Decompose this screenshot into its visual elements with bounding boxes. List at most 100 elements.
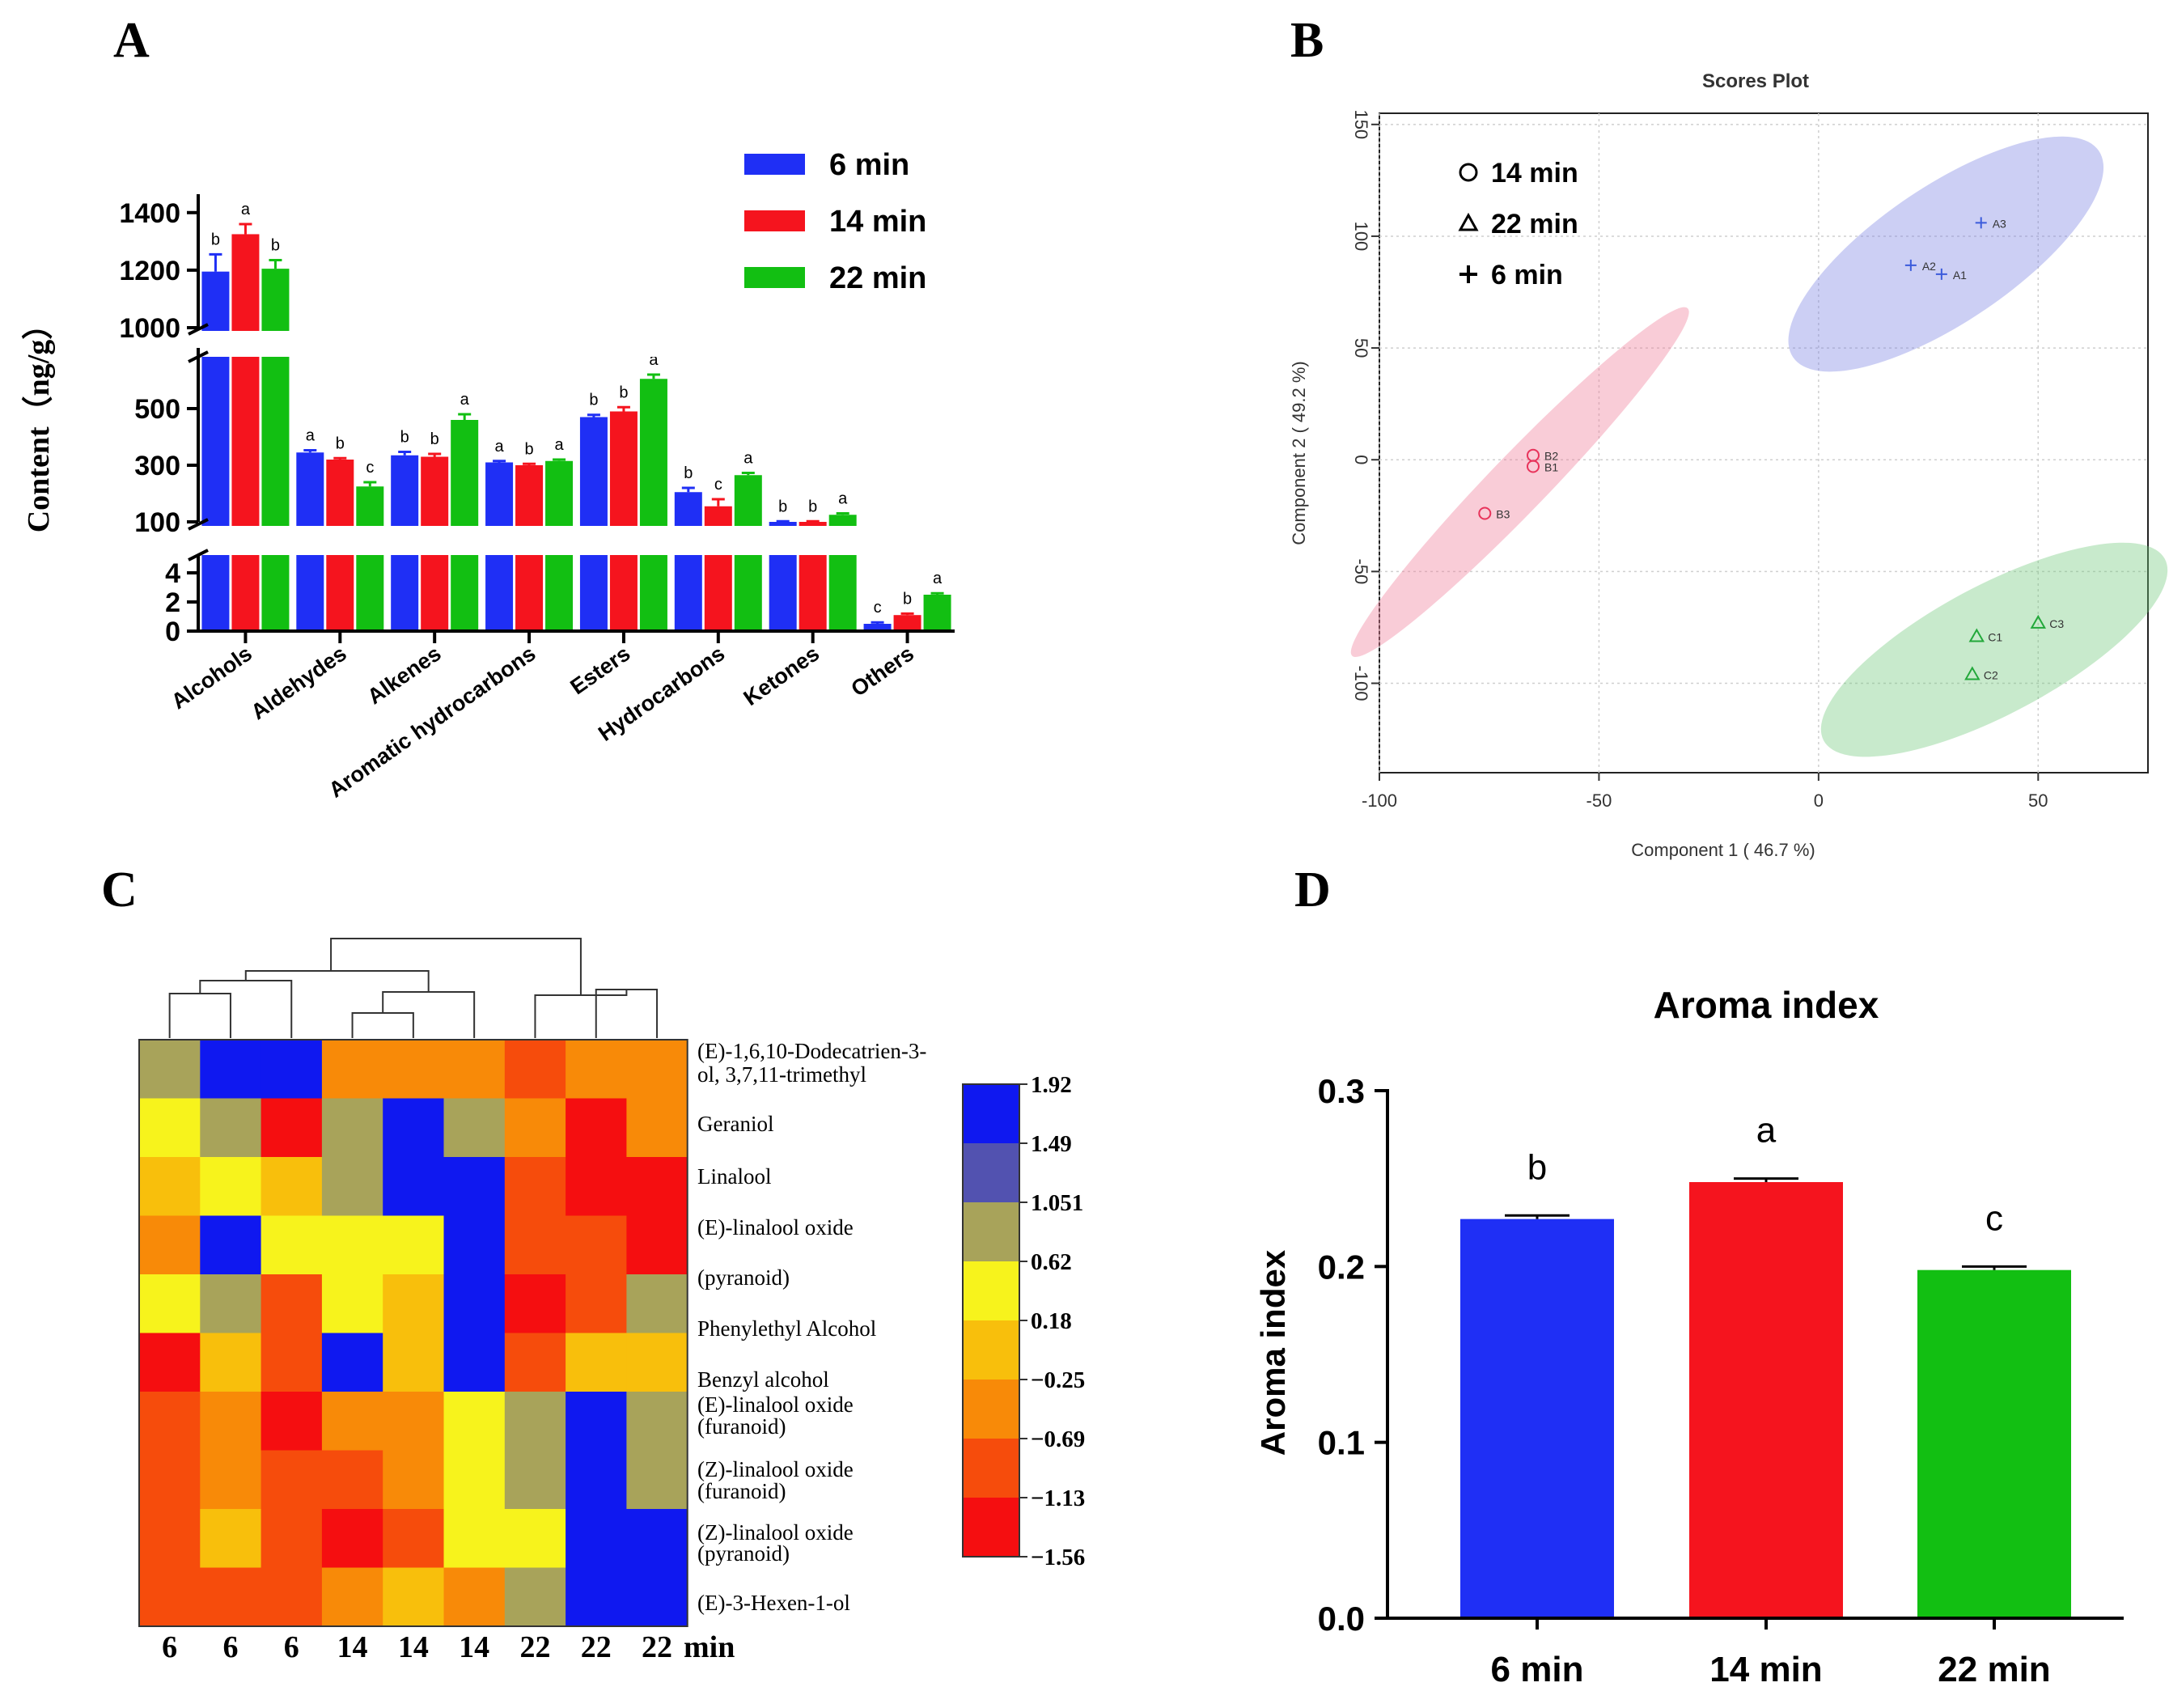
heat-cell [383,1333,444,1392]
x-tick-label: Esters [566,641,635,699]
break-mark [188,323,209,336]
break-mark [188,350,209,363]
bar-14min-5 [704,506,732,631]
heat-cell [321,1333,383,1392]
sig-letter: b [430,430,439,448]
heat-cell [383,1157,444,1216]
heat-cell [566,1215,627,1275]
heat-cell [626,1509,688,1568]
bar-22min-0 [261,269,290,631]
point-marker [1968,628,1985,642]
heat-cell [443,1509,506,1568]
y-axis-label: Component 2 ( 49.2 %) [1289,361,1309,545]
chart-d-aroma-index: b 6 min a 14 min c 22 min 0.0 0.1 0.2 0.3 Aroma in… [1254,984,2124,1689]
dendrogram-branch [168,993,231,1038]
row-label: (pyranoid) [697,1541,790,1566]
heat-cell [566,1274,627,1333]
axis-break-gap [162,331,959,357]
heat-cell [139,1509,201,1568]
heat-cell [321,1274,383,1333]
heat-cell [566,1509,627,1568]
sig-letter: a [933,570,943,587]
y-tick-label: 300 [134,451,180,481]
row-label: (E)-linalool oxide [697,1215,854,1240]
column-label: 6 [162,1630,177,1664]
row-label: (E)-3-Hexen-1-ol [697,1591,850,1615]
confidence-ellipse [1820,542,2168,757]
sig-letter: a [555,436,565,454]
chart-c-heatmap: 6 6 6 14 14 14 22 22 22 min (E)-1,6,10-Dodecatrien… [138,938,1085,1664]
x-tick-label: 50 [2028,790,2048,811]
sig-letter: c [1985,1198,2003,1238]
y-tick-label: 2 [165,587,180,618]
point-marker [1935,268,1947,280]
point-label: B3 [1496,508,1510,521]
x-tick-label: Others [847,641,918,701]
point-marker [1527,448,1540,462]
scale-swatch [963,1143,1019,1203]
heat-cell [626,1450,688,1510]
x-tick-label: 14 min [1709,1650,1822,1689]
scale-tick-label: 1.49 [1031,1131,1072,1157]
sig-letter: a [838,490,848,508]
scale-tick-label: −0.69 [1031,1426,1085,1452]
legend-label: 6 min [829,148,909,182]
chart-title: Scores Plot [1702,70,1809,92]
scale-tick-label: −0.25 [1031,1367,1085,1393]
scale-tick-label: 0.62 [1031,1249,1072,1275]
heat-cell [261,1450,323,1510]
heat-cell [566,1333,627,1392]
y-tick-label: 100 [134,507,180,538]
legend-label: 14 min [829,205,926,239]
break-mark [188,518,209,531]
sig-letter: b [1527,1147,1547,1187]
heat-cell [139,1157,201,1216]
row-label: (pyranoid) [697,1265,790,1290]
y-tick-label: 0.1 [1318,1424,1365,1462]
sig-letter: b [211,231,220,248]
row-label: (furanoid) [697,1414,786,1439]
heat-cell [626,1274,688,1333]
heat-cell [139,1040,201,1099]
point-marker [1478,506,1492,520]
row-label: ol, 3,7,11-trimethyl [697,1062,866,1087]
panel-label-b: B [1290,13,1324,68]
row-label: (E)-linalool oxide [697,1392,854,1417]
dendrogram-branch [244,970,430,992]
heat-cell [443,1274,506,1333]
heat-cell [139,1098,201,1158]
sig-letter: b [336,434,345,452]
sig-letter: b [400,429,409,447]
legend-label: 22 min [1491,209,1578,239]
bar-22min-4 [639,379,667,631]
legend-marker [1459,265,1477,283]
heat-cell [383,1098,444,1158]
legend-label: 6 min [1491,260,1563,290]
heat-cell [504,1215,566,1275]
heat-cell [443,1215,506,1275]
heat-cell [443,1157,506,1216]
sig-letter: c [714,476,722,494]
column-label: 14 [398,1630,429,1664]
heat-cell [383,1215,444,1275]
point-label: A2 [1922,260,1936,273]
bar-22min [1917,1269,2071,1618]
x-tick-label: 6 min [1491,1650,1584,1689]
heat-cell [261,1274,323,1333]
y-tick-label: 0.3 [1318,1072,1365,1110]
heat-cell [443,1450,506,1510]
column-unit-label: min [684,1630,735,1664]
legend-swatch [744,210,805,231]
heat-cell [383,1567,444,1627]
column-label: 6 [222,1630,238,1664]
x-tick-label: Alkenes [363,641,446,709]
heat-cell [321,1040,383,1099]
row-label: Phenylethyl Alcohol [697,1316,876,1341]
y-tick-label: 500 [134,394,180,425]
point-label: C3 [2049,617,2064,630]
sig-letter: b [808,498,817,515]
bar-14min-7 [893,615,921,631]
heat-cell [200,1098,262,1158]
scale-tick-label: 0.18 [1031,1308,1072,1334]
y-tick-label: 0.2 [1318,1248,1365,1286]
